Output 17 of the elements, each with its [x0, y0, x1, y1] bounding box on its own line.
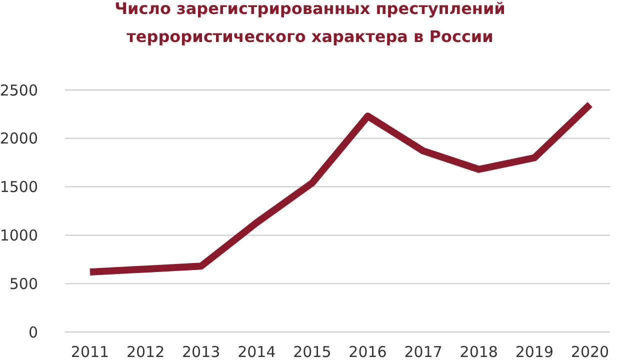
y-tick-label: 500: [9, 274, 38, 293]
x-tick-label: 2018: [460, 343, 498, 361]
x-tick-label: 2014: [238, 343, 276, 361]
x-tick-label: 2013: [182, 343, 220, 361]
y-tick-label: 1000: [0, 226, 38, 244]
x-tick-label: 2019: [515, 343, 554, 361]
chart-title: Число зарегистрированных преступлений террористического характера в России: [114, 0, 506, 46]
y-tick-label: 0: [28, 323, 38, 342]
x-tick-label: 2011: [70, 343, 110, 361]
x-tick-label: 2016: [348, 343, 387, 361]
x-tick-label: 2012: [126, 343, 165, 361]
y-tick-label: 2500: [0, 81, 38, 100]
x-tick-label: 2020: [570, 343, 610, 361]
x-tick-label: 2017: [404, 343, 442, 361]
y-tick-label: 2000: [0, 130, 38, 148]
y-tick-label: 1500: [0, 178, 38, 196]
x-tick-label: 2015: [293, 343, 332, 361]
